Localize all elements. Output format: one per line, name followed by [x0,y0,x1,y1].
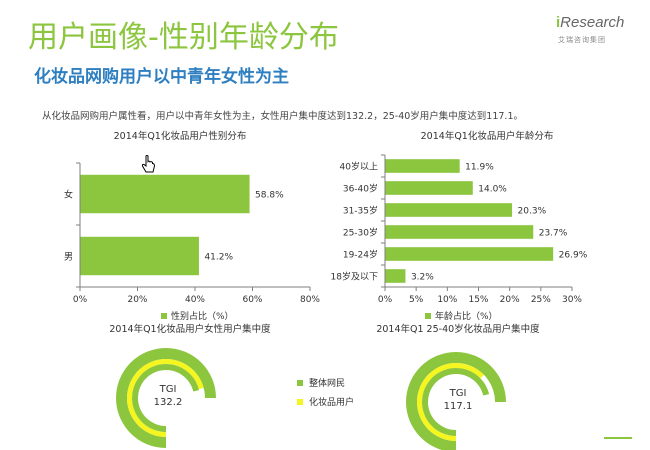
x-tick-label: 5% [409,295,424,305]
chart-title: 2014年Q1化妆品用户性别分布 [114,130,247,142]
x-tick-label: 20% [127,295,147,305]
bar [385,269,406,283]
legend-swatch [297,380,303,386]
x-tick-label: 0% [378,295,393,305]
x-tick-label: 80% [300,295,320,305]
legend-swatch [297,399,303,405]
x-tick-label: 60% [242,295,262,305]
tgi-ring [417,363,484,441]
bar [385,203,513,217]
age-bar-chart: 2014年Q1化妆品用户年龄分布 0% 5% 10% 15% 20% 25% 30% 40岁以上… [331,130,588,322]
legend-label: 化妆品用户 [309,396,354,408]
chart-title: 2014年Q1 25-40岁化妆品用户集中度 [376,323,540,335]
category-label: 男 [64,252,73,263]
value-label: 20.3% [518,207,547,217]
category-label: 19-24岁 [343,249,378,261]
bar [385,159,460,173]
corner-accent-line [604,437,632,439]
x-tick-label: 0% [73,295,88,305]
chart-title: 2014年Q1化妆品用户女性用户集中度 [109,323,271,335]
x-tick-label: 10% [437,295,457,305]
bar [80,236,199,276]
chart-title: 2014年Q1化妆品用户年龄分布 [421,130,554,142]
category-label: 18岁及以下 [331,271,378,283]
legend-swatch [425,313,431,319]
value-label: 3.2% [411,273,434,283]
hand-cursor-icon [141,155,156,173]
tgi-value: 117.1 [444,401,473,412]
legend-label: 整体网民 [309,377,345,389]
value-label: 23.7% [539,229,568,239]
bar [80,174,250,214]
tgi-value: 132.2 [154,397,183,408]
bar [385,181,473,195]
iresearch-logo: iResearch 艾瑞咨询集团 [556,14,630,54]
x-tick-label: 25% [531,295,551,305]
category-label: 36-40岁 [343,183,378,195]
value-label: 14.0% [478,185,507,195]
value-label: 26.9% [559,251,588,261]
category-label: 女 [64,189,73,201]
tgi-label: TGI [449,388,467,399]
x-tick-label: 40% [185,295,205,305]
gender-bar-chart: 2014年Q1化妆品用户性别分布 0% 20% 40% 60% 80% 女 58.8% 男 41.… [64,130,320,322]
value-label: 58.8% [255,191,284,201]
logo-subtext: 艾瑞咨询集团 [558,36,606,44]
legend-swatch [161,313,167,319]
tgi-label: TGI [159,384,177,395]
tgi-donut-charts: 2014年Q1化妆品用户女性用户集中度 TGI 132.2 2014年Q1 25-40… [109,323,540,450]
category-label: 40岁以上 [340,161,378,173]
bar [385,247,554,261]
legend-label: 年龄占比（%） [435,310,498,322]
summary-text: 从化妆品网购用户属性看，用户以中青年女性为主，女性用户集中度达到132.2，25… [42,111,523,122]
value-label: 41.2% [204,253,233,263]
value-label: 11.9% [465,163,494,173]
x-tick-label: 15% [468,295,488,305]
x-tick-label: 20% [500,295,520,305]
category-label: 25-30岁 [343,227,378,239]
logo-brand: iResearch [556,14,625,31]
x-tick-label: 30% [562,295,582,305]
bar [385,225,534,239]
category-label: 31-35岁 [343,205,378,217]
page-title: 用户画像-性别年龄分布 [28,20,339,55]
page-subtitle: 化妆品网购用户以中青年女性为主 [34,67,289,87]
legend-label: 性别占比（%） [171,310,234,322]
